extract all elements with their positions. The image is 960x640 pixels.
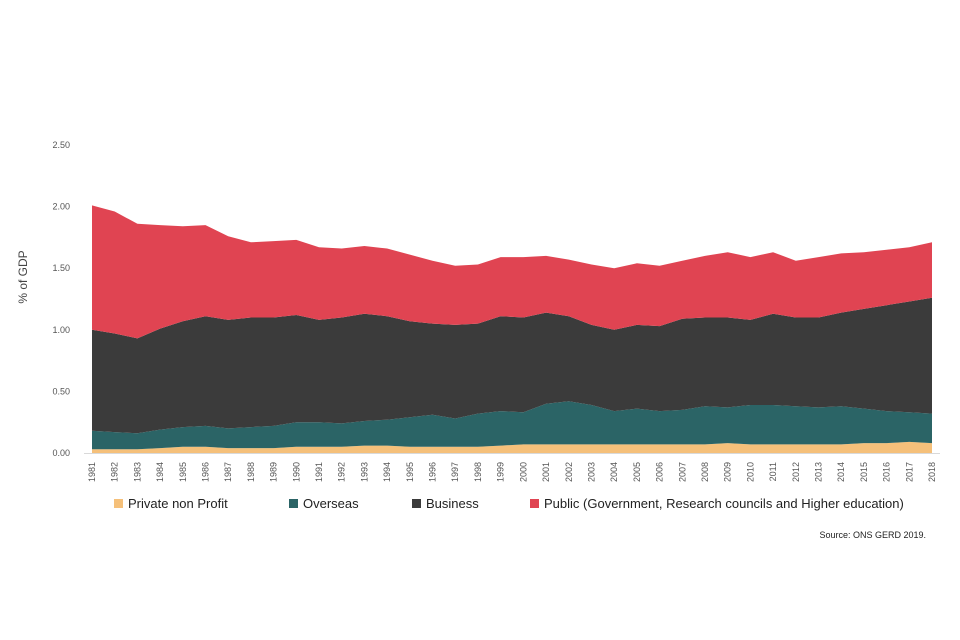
x-tick-label: 1996 — [428, 462, 438, 482]
y-tick-label: 1.00 — [52, 325, 70, 335]
x-tick-label: 2004 — [609, 462, 619, 482]
x-tick-label: 2009 — [723, 462, 733, 482]
x-tick-label: 1998 — [473, 462, 483, 482]
x-tick-label: 1994 — [382, 462, 392, 482]
x-tick-label: 2001 — [541, 462, 551, 482]
legend: Private non Profit Overseas Business Public… — [114, 496, 904, 511]
x-tick-label: 2017 — [904, 462, 914, 482]
area-business — [92, 297, 932, 434]
legend-label: Business — [426, 496, 479, 511]
legend-label: Public (Government, Research councils an… — [544, 496, 904, 511]
x-tick-label: 2011 — [768, 462, 778, 481]
x-tick-label: 2003 — [587, 462, 597, 482]
x-tick-label: 1997 — [450, 462, 460, 482]
x-tick-label: 1983 — [132, 462, 142, 482]
source-note: Source: ONS GERD 2019. — [819, 530, 926, 540]
x-tick-label: 1984 — [155, 462, 165, 482]
x-axis: 1981 1982 1983 1984 1985 1986 1987 1988 1989 1990… — [84, 453, 940, 482]
x-tick-label: 2006 — [655, 462, 665, 482]
x-tick-label: 2012 — [791, 462, 801, 482]
y-tick-label: 0.50 — [52, 386, 70, 396]
y-tick-label: 0.00 — [52, 448, 70, 458]
x-tick-label: 2007 — [677, 462, 687, 482]
legend-swatch — [530, 499, 539, 508]
x-tick-label: 2002 — [564, 462, 574, 482]
y-tick-label: 2.50 — [52, 140, 70, 150]
x-tick-label: 1988 — [246, 462, 256, 482]
x-tick-label: 2016 — [882, 462, 892, 482]
x-tick-label: 2010 — [745, 462, 755, 482]
x-tick-label: 1987 — [223, 462, 233, 482]
y-axis-label: % of GDP — [16, 250, 30, 303]
x-tick-label: 1995 — [405, 462, 415, 482]
legend-label: Overseas — [303, 496, 359, 511]
x-tick-label: 1993 — [359, 462, 369, 482]
x-tick-label: 1991 — [314, 462, 324, 482]
x-tick-label: 2018 — [927, 462, 937, 482]
area-private-non-profit — [92, 441, 932, 453]
legend-swatch — [412, 499, 421, 508]
area-public-government-resear — [92, 205, 932, 339]
x-tick-label: 2000 — [518, 462, 528, 482]
x-tick-label: 1981 — [87, 462, 97, 482]
x-tick-label: 2013 — [814, 462, 824, 482]
area-overseas — [92, 401, 932, 450]
legend-label: Private non Profit — [128, 496, 228, 511]
x-tick-label: 2015 — [859, 462, 869, 482]
x-tick-label: 1986 — [201, 462, 211, 482]
x-tick-label: 1999 — [496, 462, 506, 482]
legend-swatch — [289, 499, 298, 508]
x-tick-label: 2014 — [836, 462, 846, 482]
x-tick-label: 2008 — [700, 462, 710, 482]
x-tick-label: 1990 — [291, 462, 301, 482]
legend-swatch — [114, 499, 123, 508]
y-tick-label: 2.00 — [52, 202, 70, 212]
x-tick-label: 1989 — [269, 462, 279, 482]
x-tick-label: 1992 — [337, 462, 347, 482]
y-tick-label: 1.50 — [52, 263, 70, 273]
x-tick-label: 1985 — [178, 462, 188, 482]
chart-areas — [92, 205, 932, 453]
y-axis: 0.00 0.50 1.00 1.50 2.00 2.50 — [52, 140, 70, 458]
x-tick-label: 2005 — [632, 462, 642, 482]
x-tick-label: 1982 — [110, 462, 120, 482]
